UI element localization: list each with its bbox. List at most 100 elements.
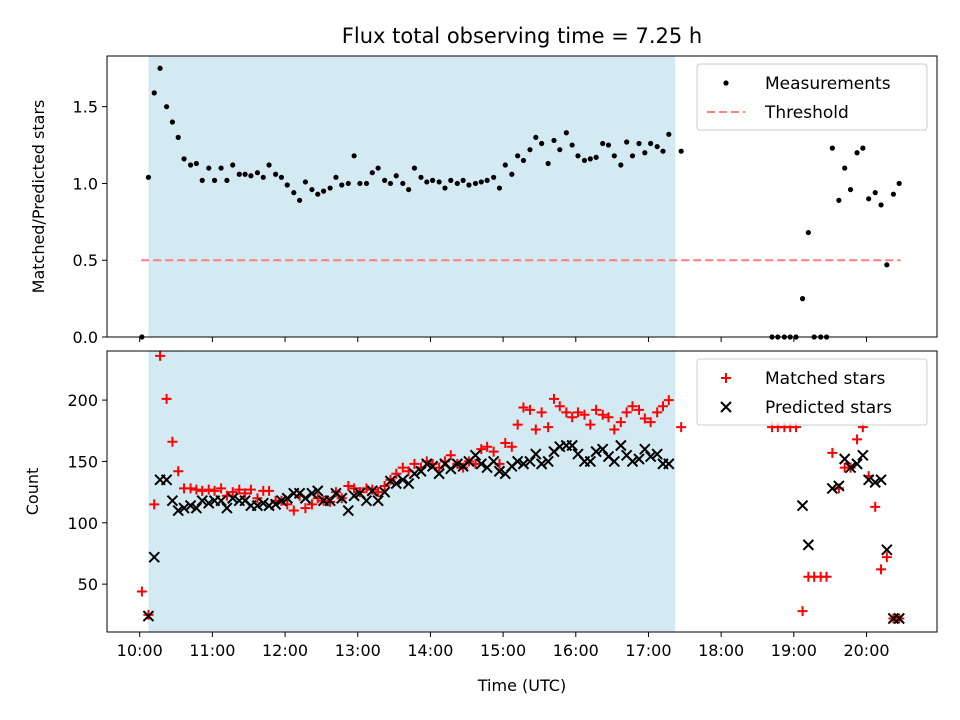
predicted-stars-point (342, 504, 355, 517)
matched-stars-point (567, 412, 578, 423)
measurement-point (829, 145, 835, 151)
predicted-stars-point (433, 467, 445, 480)
matched-stars-point (500, 438, 511, 449)
matched-stars-point (597, 409, 608, 420)
measurement-point (836, 197, 842, 203)
measurement-point (357, 180, 363, 187)
measurement-point (624, 139, 630, 145)
predicted-stars-point (257, 497, 269, 509)
matched-stars-point (264, 485, 275, 496)
predicted-stars-point (517, 458, 530, 470)
xtick-label: 20:00 (843, 641, 889, 660)
measurement-point (363, 180, 370, 187)
measurement-point (411, 165, 418, 171)
measurement-point (509, 171, 515, 177)
matched-stars-point (203, 484, 214, 495)
predicted-stars-point (336, 492, 348, 504)
measurement-point (320, 188, 327, 194)
measurement-point (291, 190, 297, 196)
matched-stars-point (191, 484, 202, 495)
predicted-stars-point (142, 610, 155, 622)
predicted-stars-point (196, 494, 208, 507)
xtick-label: 17:00 (625, 641, 671, 660)
matched-stars-point (167, 436, 178, 447)
predicted-stars-point (663, 458, 675, 470)
matched-stars-point (306, 499, 317, 510)
predicted-stars-point (166, 494, 179, 507)
predicted-stars-point (566, 439, 578, 452)
measurement-point (187, 162, 194, 168)
count-ytick-label: 200 (67, 391, 98, 410)
measurement-point (273, 171, 279, 177)
predicted-stars-point (893, 612, 905, 625)
predicted-stars-point (833, 480, 845, 492)
matched-stars-point (234, 484, 245, 495)
measurement-point (145, 174, 152, 180)
measurement-point (502, 162, 508, 168)
measurement-point (496, 185, 503, 191)
measurement-point (400, 180, 406, 187)
predicted-stars-point (608, 455, 621, 468)
predicted-stars-point (360, 494, 373, 507)
predicted-stars-point (451, 458, 464, 470)
measurement-point (539, 140, 545, 147)
measurement-point (799, 296, 806, 302)
predicted-stars-point (633, 453, 645, 465)
ratio-axes-frame (106, 55, 938, 338)
predicted-stars-point (306, 487, 318, 500)
matched-stars-point (518, 402, 529, 413)
measurement-point (551, 137, 557, 144)
measurement-point (327, 185, 333, 191)
measurement-point (333, 174, 339, 180)
legend-label: Threshold (764, 103, 849, 123)
measurement-point (660, 148, 666, 154)
count-ytick-label: 50 (78, 575, 98, 594)
measurement-point (169, 119, 176, 125)
predicted-stars-point (469, 449, 482, 462)
matched-stars-point (827, 447, 838, 458)
matched-stars-point (524, 404, 535, 415)
matched-stars-point (615, 417, 626, 428)
measurement-point (442, 185, 448, 191)
measurement-point (484, 177, 490, 183)
matched-stars-point (657, 401, 668, 412)
xtick-label: 19:00 (771, 641, 817, 660)
measurement-point (218, 165, 224, 171)
measurement-point (533, 134, 539, 140)
measurement-point (260, 174, 266, 180)
predicted-stars-point (826, 482, 839, 495)
predicted-stars-point (281, 492, 293, 504)
predicted-stars-point (615, 439, 627, 452)
predicted-stars-point (487, 455, 500, 468)
measurement-point (339, 182, 345, 188)
matched-stars-point (797, 606, 808, 617)
measurement-point (315, 191, 321, 197)
measurement-point (866, 196, 872, 202)
matched-stars-point (149, 499, 160, 510)
matched-stars-point (161, 393, 172, 404)
predicted-stars-point (475, 458, 488, 470)
predicted-stars-point (796, 499, 809, 512)
matched-stars-point (645, 417, 656, 428)
predicted-stars-point (639, 443, 651, 455)
measurement-point (884, 262, 890, 268)
matched-stars-point (300, 503, 311, 514)
measurement-point (163, 104, 170, 110)
matched-stars-point (852, 434, 863, 445)
matched-stars-point (482, 441, 493, 452)
ratio-ytick-label: 0.5 (73, 251, 98, 270)
measurement-point (211, 177, 218, 183)
measurement-point (418, 174, 424, 180)
x-axis-label: Time (UTC) (477, 676, 566, 695)
measurement-point (587, 156, 593, 162)
matched-stars-point (627, 401, 638, 412)
legend-label: Matched stars (765, 369, 885, 389)
measurement-point (448, 177, 454, 183)
measurement-point (199, 177, 205, 183)
measurement-point (545, 160, 551, 167)
matched-stars-point (488, 446, 499, 457)
matched-stars-point (197, 485, 208, 496)
count-y-axis-label: Count (23, 468, 42, 516)
xtick-label: 10:00 (117, 641, 163, 660)
